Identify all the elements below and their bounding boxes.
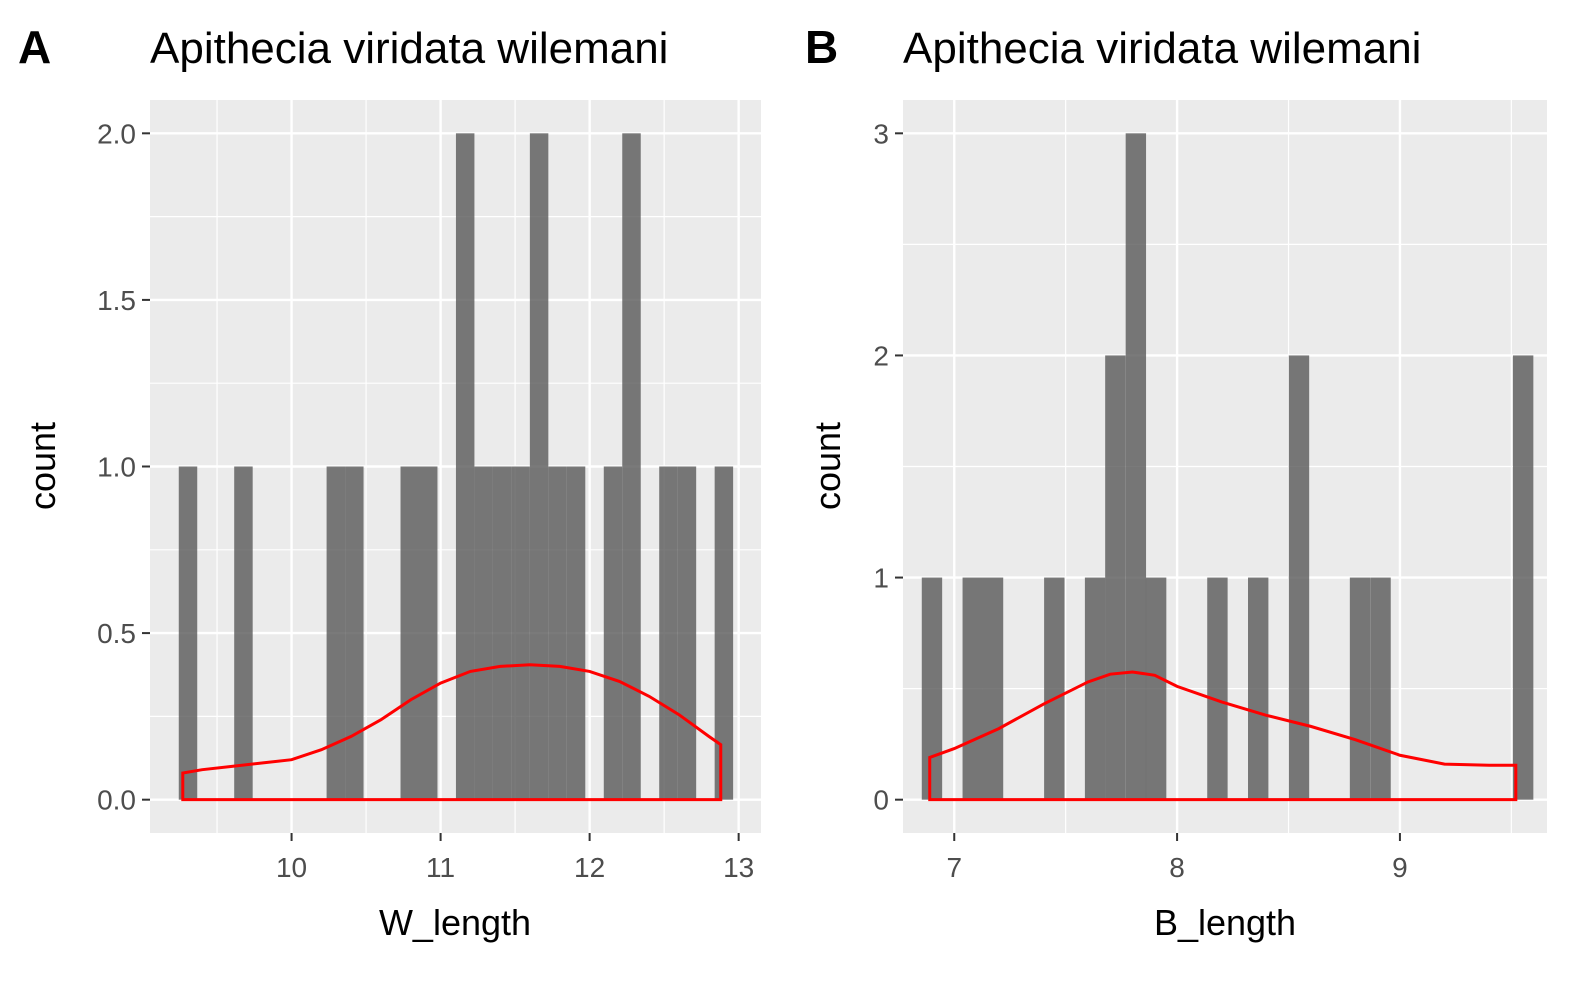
panel-b-histogram-bar [1512,355,1534,800]
panel-b-x-tick-label: 9 [1392,852,1408,883]
panel-b-histogram-bar [1248,577,1269,800]
panel-b-histogram-bar [1349,577,1371,800]
panel-a-y-tick-label: 2.0 [97,118,136,149]
panel-a-y-tick-label: 1.0 [97,452,136,483]
panel-b-histogram-bar [921,577,943,800]
panel-a-y-axis-label: count [22,422,63,510]
panel-b: B Apithecia viridata wilemani 7 8 9 0 1 2 3 B_… [805,21,1547,943]
panel-a-density-curve [181,663,723,802]
panel-a-histogram-bar [400,466,419,800]
panel-a-x-tick-label: 12 [574,852,605,883]
panel-a-histogram-bar [511,466,530,800]
panel-b-histogram-bar [1207,577,1228,800]
panel-b-x-tick-label: 7 [946,852,962,883]
panel-a-histogram-bar [548,466,567,800]
panel-a-x-tick-label: 13 [723,852,754,883]
panel-b-histogram-bar [1370,577,1391,800]
panel-b-histogram-bar [1044,577,1065,800]
panel-b-y-tick-label: 2 [873,340,889,371]
panel-b-y-tick-label: 3 [873,118,889,149]
panel-a-bars [178,133,734,800]
panel-a-histogram-bar [455,133,475,800]
panel-b-axes: 7 8 9 0 1 2 3 [873,118,1407,883]
panel-b-histogram-bar [1288,355,1310,800]
panel-a-grid [150,100,761,833]
panel-a-histogram-bar [345,466,364,800]
panel-a-x-tick-label: 11 [426,852,455,883]
panel-b-histogram-bar [982,577,1004,800]
panel-b-title: Apithecia viridata wilemani [903,24,1421,73]
panel-a-histogram-bar [603,466,623,800]
panel-b-histogram-bar [1084,577,1106,800]
panel-b-histogram-bar [962,577,983,800]
panel-b-histogram-bar [1145,577,1167,800]
panel-b-x-axis-label: B_length [1154,902,1296,943]
panel-a-histogram-bar [178,466,198,800]
panel-b-tag: B [805,21,838,73]
panel-b-y-axis-label: count [807,422,848,510]
panel-a-x-axis-label: W_length [379,902,531,943]
panel-b-x-tick-label: 8 [1169,852,1185,883]
panel-a-histogram-bar [529,133,549,800]
panel-b-y-tick-label: 1 [873,563,889,594]
panel-a-histogram-bar [714,466,734,800]
panel-a-histogram-bar [326,466,346,800]
panel-b-density-curve [928,670,1518,802]
panel-a-y-tick-label: 0.5 [97,618,136,649]
panel-a-histogram-bar [474,466,493,800]
panel-a: A Apithecia viridata wilemani 10 11 12 13 0.… [18,21,761,943]
panel-a-x-tick-label: 10 [276,852,307,883]
panel-a-histogram-bar [566,466,586,800]
panel-a-histogram-bar [234,466,253,800]
panel-b-bars [921,133,1534,800]
panel-a-histogram-bar [492,466,512,800]
panel-a-y-tick-label: 0.0 [97,785,136,816]
panel-b-histogram-bar [1105,355,1126,800]
panel-a-histogram-bar [677,466,697,800]
panel-a-histogram-bar [622,133,641,800]
panel-b-y-tick-label: 0 [873,785,889,816]
panel-b-histogram-bar [1125,133,1147,800]
panel-a-axes: 10 11 12 13 0.0 0.5 1.0 1.5 2.0 [97,118,754,883]
panel-a-histogram-bar [418,466,438,800]
panel-a-tag: A [18,21,51,73]
panel-a-title: Apithecia viridata wilemani [150,24,668,73]
panel-a-y-tick-label: 1.5 [97,285,136,316]
panel-a-histogram-bar [659,466,678,800]
